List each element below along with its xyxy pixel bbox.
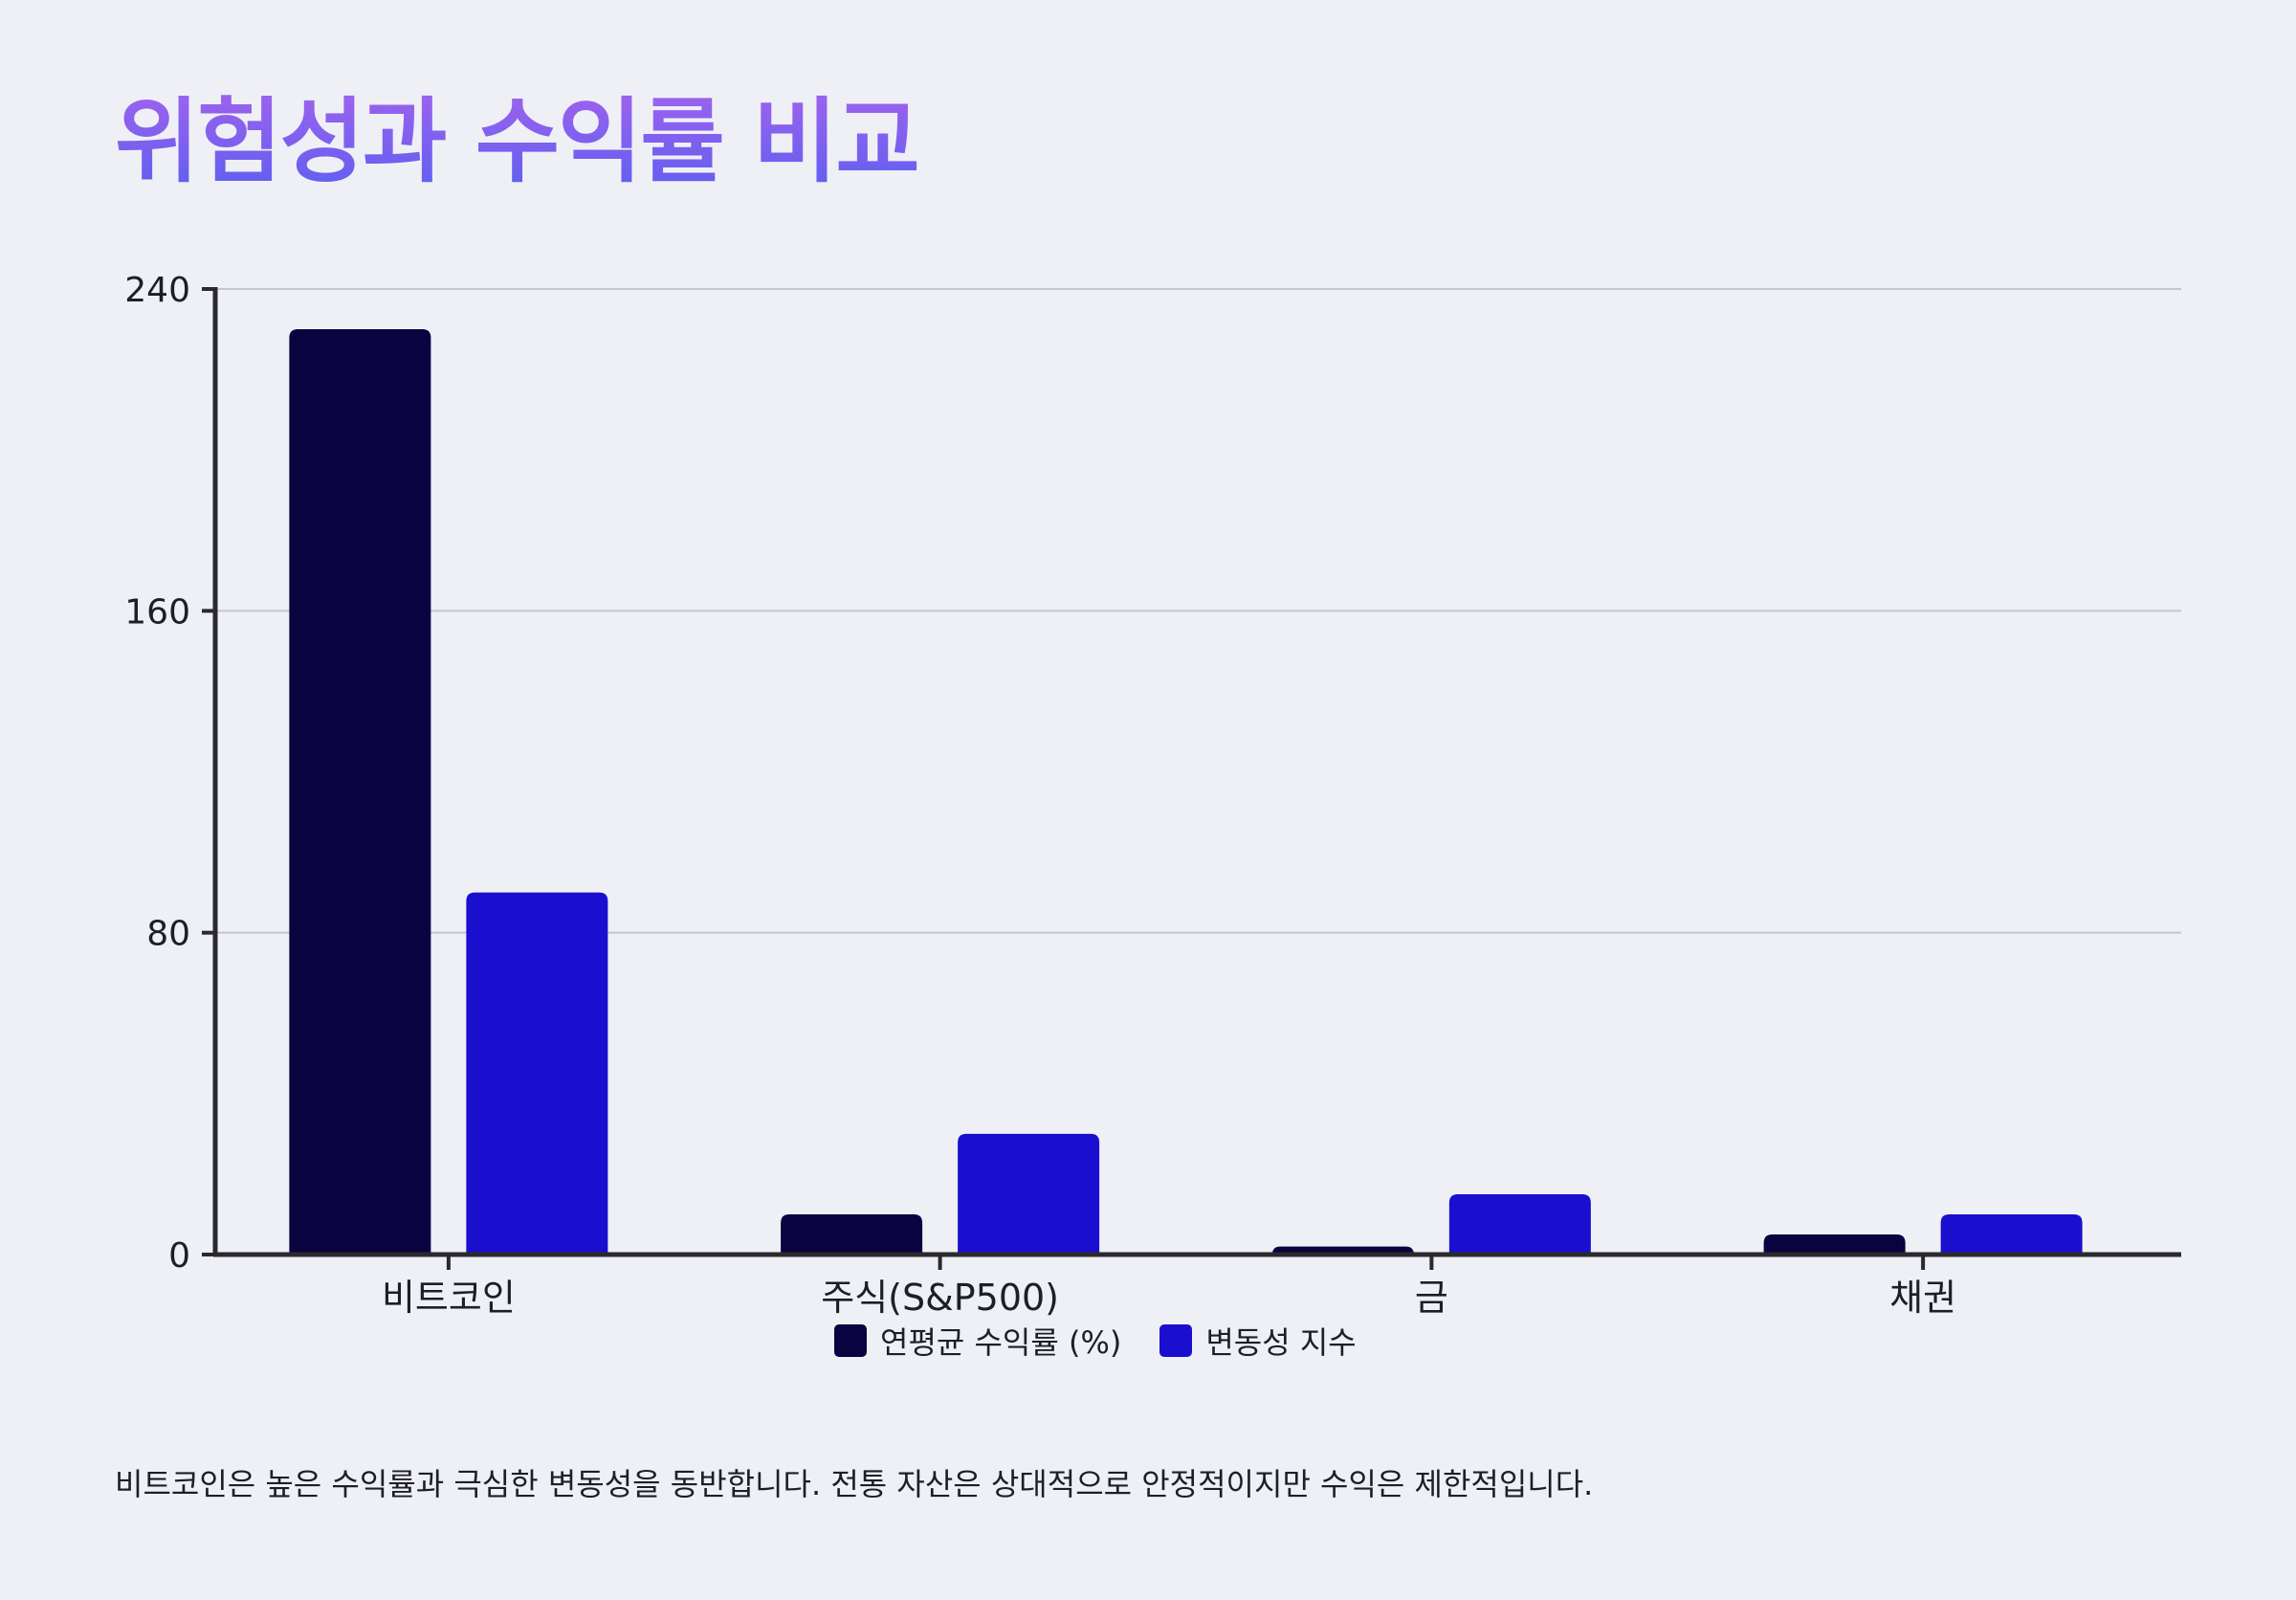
- axes: [212, 287, 2181, 1257]
- bar-volatility-1[interactable]: [958, 1133, 1100, 1255]
- bar-return-1[interactable]: [781, 1213, 923, 1255]
- chart-caption: 비트코인은 높은 수익률과 극심한 변동성을 동반합니다. 전통 자산은 상대적…: [115, 1466, 1594, 1502]
- x-tick-label: 비트코인: [382, 1277, 516, 1319]
- y-tick-label: 240: [124, 271, 190, 310]
- legend-label-volatility: 변동성 지수: [1205, 1324, 1357, 1361]
- y-tick-label: 0: [168, 1236, 190, 1276]
- bars: [289, 329, 2083, 1256]
- x-tick-label: 금: [1415, 1277, 1448, 1319]
- bar-chart: 0 80 160 240 비트코인 주식(S&P500) 금 채권: [124, 271, 2181, 1319]
- bar-volatility-0[interactable]: [466, 892, 608, 1255]
- chart-title: 위험성과 수익률 비교: [115, 84, 920, 199]
- legend-swatch-return: [834, 1324, 867, 1357]
- bar-return-3[interactable]: [1763, 1233, 1906, 1255]
- legend-item-return[interactable]: 연평균 수익률 (%): [834, 1319, 1121, 1363]
- legend-item-volatility[interactable]: 변동성 지수: [1159, 1319, 1357, 1363]
- y-tick-label: 80: [146, 915, 190, 954]
- bar-volatility-2[interactable]: [1448, 1193, 1591, 1255]
- x-tick-label: 채권: [1889, 1277, 1956, 1319]
- x-tick-label: 주식(S&P500): [821, 1277, 1059, 1319]
- legend: 연평균 수익률 (%) 변동성 지수: [834, 1319, 1357, 1363]
- y-tick-label: 160: [124, 592, 190, 632]
- grid-lines: [215, 288, 2181, 934]
- y-axis-ticks: 0 80 160 240: [124, 271, 215, 1276]
- x-axis-ticks: 비트코인 주식(S&P500) 금 채권: [382, 1255, 1956, 1319]
- legend-swatch-volatility: [1159, 1324, 1193, 1357]
- bar-return-0[interactable]: [289, 329, 431, 1256]
- legend-label-return: 연평균 수익률 (%): [880, 1324, 1122, 1361]
- bar-volatility-3[interactable]: [1940, 1213, 2083, 1255]
